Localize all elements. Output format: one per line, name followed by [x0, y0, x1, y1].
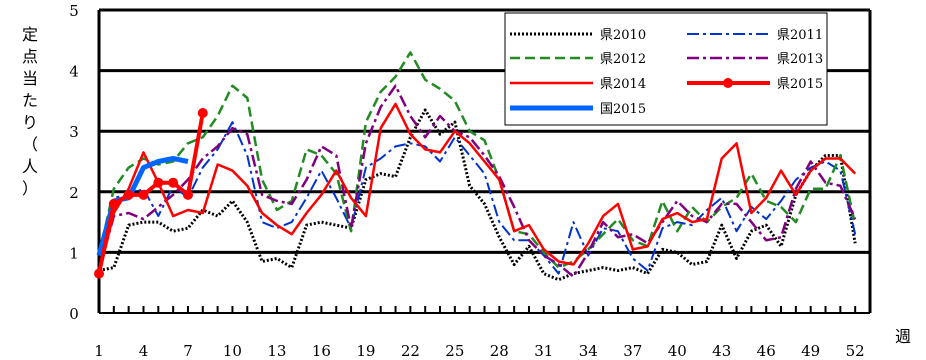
- y-axis-title-char: （: [22, 135, 38, 154]
- y-tick-label: 2: [69, 184, 79, 202]
- series-lines: [94, 51, 857, 282]
- x-tick-label: 34: [579, 342, 598, 360]
- x-tick-label: 13: [267, 342, 286, 360]
- legend-label: 国2015: [600, 102, 646, 117]
- y-tick-label: 0: [69, 305, 79, 323]
- x-tick-label: 19: [356, 342, 375, 360]
- legend-label: 県2012: [600, 52, 646, 67]
- x-tick-label: 16: [312, 342, 331, 360]
- data-point-県2015: [138, 189, 149, 200]
- x-tick-labels: 1 4 7 10 13 16 19 22 25 28 31 34 37 40 43 46 49 52: [94, 342, 864, 360]
- x-axis: [98, 306, 871, 314]
- y-axis-title-char: り: [22, 113, 38, 132]
- legend: 県2010 県2011 県2012 県2013 県2014 県2015 国2015: [504, 12, 828, 126]
- series-line-県2014: [97, 102, 857, 274]
- x-axis-title: 週: [895, 327, 911, 346]
- y-tick-label: 1: [69, 244, 79, 262]
- x-tick-label: 43: [712, 342, 731, 360]
- x-tick-label: 52: [846, 342, 865, 360]
- x-tick-label: 37: [623, 342, 642, 360]
- y-tick-label: 4: [69, 63, 79, 81]
- x-tick-label: 46: [757, 342, 776, 360]
- legend-marker: [723, 78, 733, 88]
- data-point-県2015: [153, 177, 164, 188]
- series-line-県2010: [98, 108, 857, 282]
- y-tick-labels: 0 1 2 3 4 5: [69, 2, 79, 323]
- x-tick-label: 49: [801, 342, 820, 360]
- x-tick-label: 28: [490, 342, 509, 360]
- legend-label: 県2013: [777, 52, 823, 67]
- data-point-県2015: [123, 189, 134, 200]
- legend-label: 県2011: [777, 28, 823, 43]
- y-axis-title-char: 当: [22, 69, 38, 88]
- x-tick-label: 25: [445, 342, 464, 360]
- y-axis-title-char: 点: [22, 47, 38, 66]
- y-axis-title-char: た: [22, 91, 38, 110]
- x-tick-label: 7: [183, 342, 193, 360]
- data-point-県2015: [94, 268, 104, 279]
- data-point-県2015: [168, 177, 179, 188]
- series-line-県2011: [98, 121, 857, 275]
- y-axis-title-char: 人: [22, 157, 38, 176]
- y-axis-title: 定点当たり （ 人 ）: [22, 25, 38, 198]
- y-axis-title-char: ）: [22, 179, 38, 198]
- legend-label: 県2010: [600, 28, 646, 43]
- data-point-県2015: [108, 198, 119, 209]
- x-tick-label: 40: [668, 342, 687, 360]
- legend-label: 県2014: [600, 77, 646, 92]
- y-tick-label: 5: [69, 2, 79, 20]
- series-line-県2013: [97, 84, 857, 278]
- x-tick-label: 31: [534, 342, 553, 360]
- series-line-県2012: [97, 51, 857, 269]
- data-point-県2015: [197, 108, 208, 119]
- x-tick-label: 4: [139, 342, 149, 360]
- x-tick-label: 1: [94, 342, 104, 360]
- x-tick-label: 22: [401, 342, 420, 360]
- y-axis-title-char: 定: [22, 25, 38, 44]
- data-point-県2015: [182, 189, 193, 200]
- legend-label: 県2015: [777, 77, 823, 92]
- x-tick-label: 10: [223, 342, 242, 360]
- y-tick-label: 3: [69, 123, 79, 141]
